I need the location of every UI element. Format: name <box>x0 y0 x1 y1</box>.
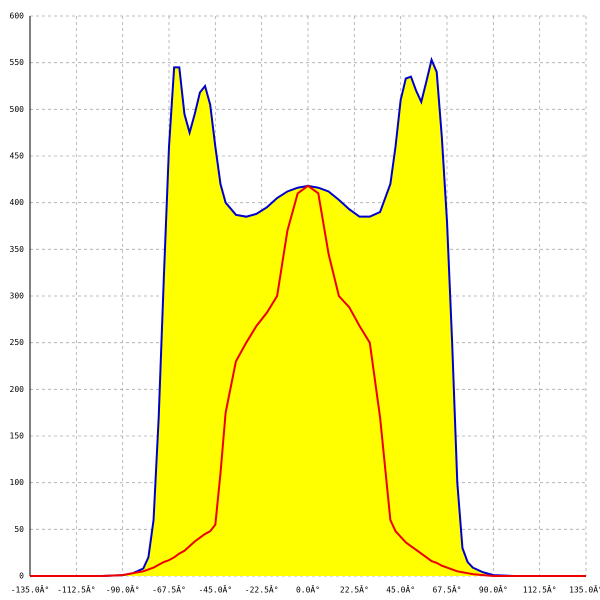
x-tick-label: -45.0Â° <box>198 584 232 595</box>
y-tick-label: 600 <box>10 12 25 21</box>
y-tick-label: 250 <box>10 338 25 347</box>
y-tick-label: 400 <box>10 198 25 207</box>
y-tick-label: 550 <box>10 58 25 67</box>
x-tick-label: 112.5Â° <box>523 584 557 595</box>
y-tick-label: 300 <box>10 292 25 301</box>
y-tick-label: 200 <box>10 385 25 394</box>
x-tick-label: -67.5Â° <box>152 584 186 595</box>
y-tick-label: 450 <box>10 152 25 161</box>
x-tick-label: 45.0Â° <box>386 584 415 595</box>
x-tick-label: -135.0Â° <box>11 584 50 595</box>
x-tick-label: -90.0Â° <box>106 584 140 595</box>
x-tick-label: -112.5Â° <box>57 584 96 595</box>
x-tick-label: 22.5Â° <box>340 584 369 595</box>
x-tick-label: 135.0Â° <box>569 584 600 595</box>
x-tick-label: 67.5Â° <box>433 584 462 595</box>
y-tick-label: 500 <box>10 105 25 114</box>
x-tick-label: 0.0Â° <box>296 584 320 595</box>
y-tick-label: 150 <box>10 432 25 441</box>
y-tick-label: 350 <box>10 245 25 254</box>
y-tick-label: 100 <box>10 478 25 487</box>
y-tick-label: 0 <box>19 572 24 581</box>
y-tick-label: 50 <box>14 525 24 534</box>
area <box>30 59 586 577</box>
x-tick-label: 90.0Â° <box>479 584 508 595</box>
line <box>30 184 586 577</box>
x-tick-label: -22.5Â° <box>245 584 279 595</box>
